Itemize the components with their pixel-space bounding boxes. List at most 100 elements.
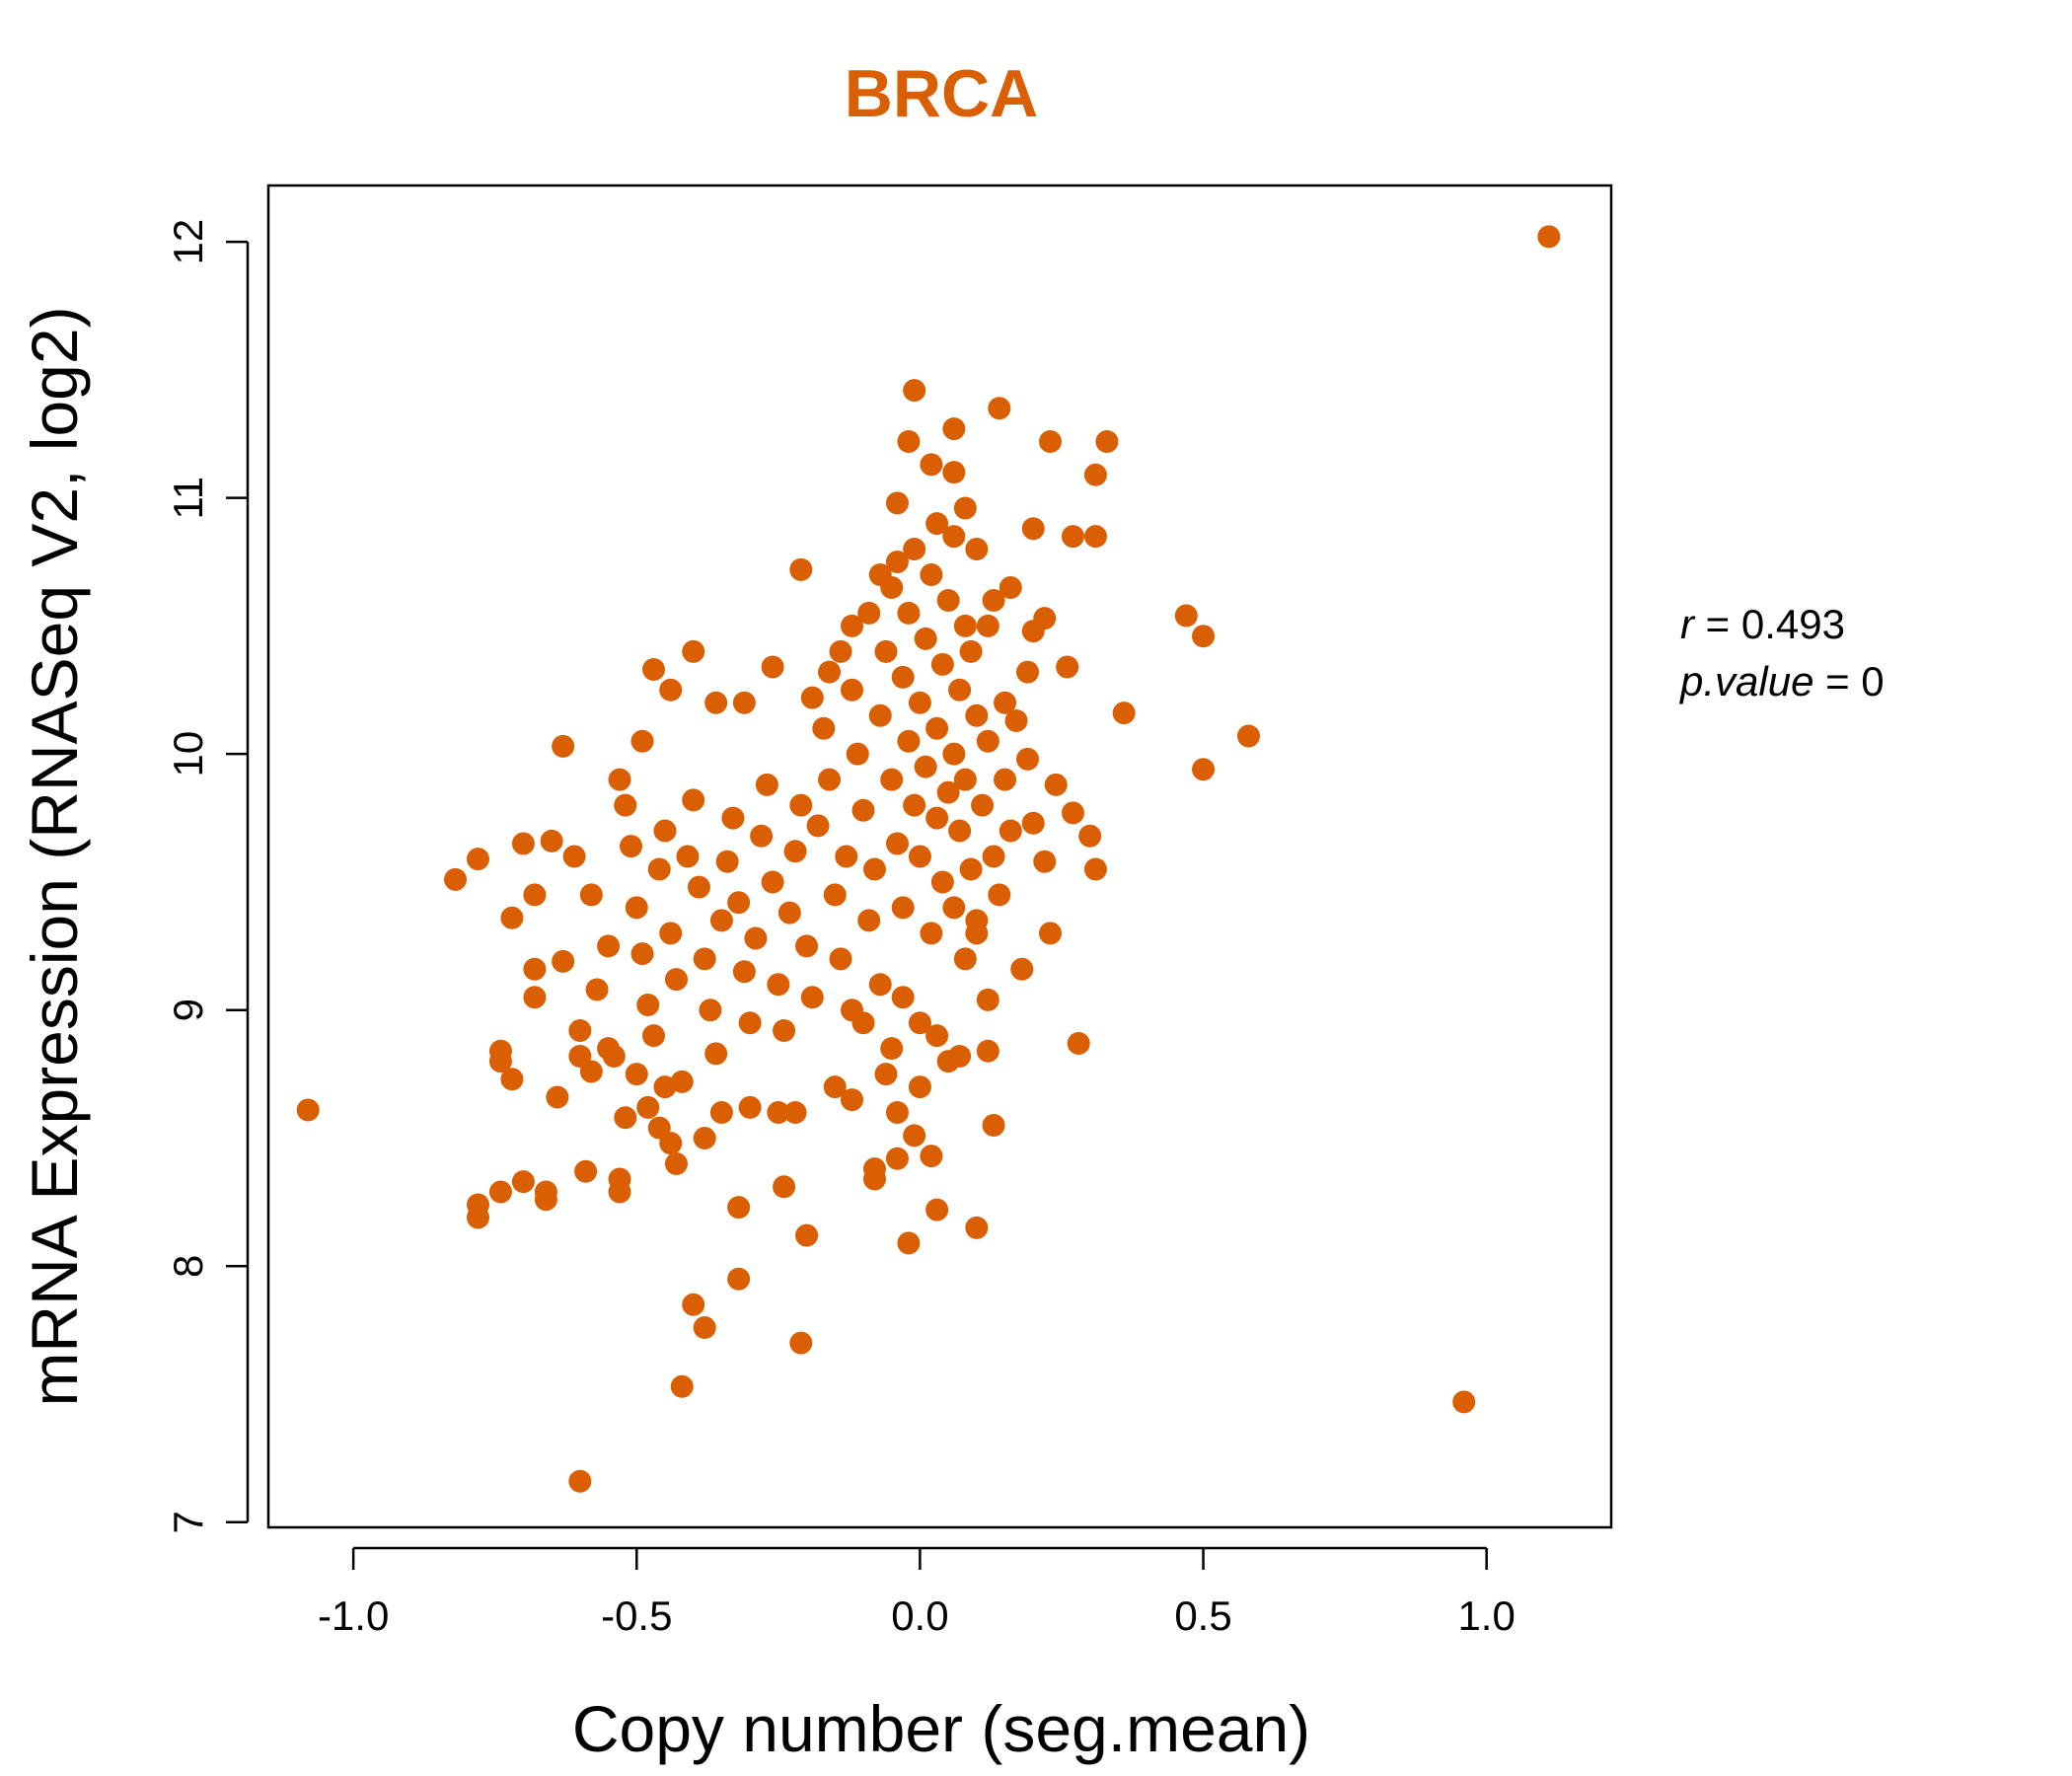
data-point xyxy=(1061,525,1084,549)
data-point xyxy=(767,1101,790,1125)
data-point xyxy=(959,639,983,663)
data-point xyxy=(908,845,931,868)
data-point xyxy=(851,1011,875,1035)
y-axis: 7 8 9 10 11 12 xyxy=(165,219,250,1533)
data-point xyxy=(647,857,671,881)
data-point xyxy=(500,1068,524,1091)
x-tick-label: -0.5 xyxy=(601,1592,672,1639)
data-point xyxy=(818,768,842,791)
data-point xyxy=(574,1159,598,1183)
data-point xyxy=(1038,922,1062,945)
data-point xyxy=(897,729,921,753)
data-point xyxy=(709,1101,733,1125)
data-point xyxy=(976,729,999,753)
data-point xyxy=(840,1088,863,1112)
data-point xyxy=(783,1101,807,1125)
data-point xyxy=(773,1018,796,1042)
data-point xyxy=(930,870,954,894)
data-point xyxy=(552,734,575,758)
data-point xyxy=(976,1039,999,1063)
data-point xyxy=(942,525,966,549)
data-point xyxy=(829,947,852,971)
data-point xyxy=(812,716,836,740)
data-point xyxy=(914,755,937,778)
data-point xyxy=(999,575,1022,599)
data-point xyxy=(953,496,977,520)
data-point xyxy=(773,1175,796,1199)
data-point xyxy=(682,639,705,663)
data-point xyxy=(874,639,898,663)
y-tick-label: 9 xyxy=(165,999,211,1021)
data-point xyxy=(988,883,1011,907)
svg-text:p.value = 0: p.value = 0 xyxy=(1678,658,1885,704)
data-point xyxy=(994,691,1017,714)
data-point xyxy=(840,614,863,637)
data-point xyxy=(727,891,751,915)
data-point xyxy=(1174,604,1198,628)
data-point xyxy=(709,909,733,932)
data-point xyxy=(891,665,915,689)
data-point xyxy=(693,947,716,971)
data-point xyxy=(488,1050,512,1073)
data-point xyxy=(1192,758,1216,781)
data-point xyxy=(885,1147,909,1170)
data-point xyxy=(777,901,801,925)
data-point xyxy=(636,1095,660,1119)
data-point xyxy=(897,430,921,454)
data-point xyxy=(738,1095,762,1119)
r-label: r xyxy=(1680,601,1696,647)
data-point xyxy=(1021,811,1045,835)
data-point xyxy=(682,788,705,812)
data-point xyxy=(523,986,547,1009)
x-tick-label: -1.0 xyxy=(318,1592,389,1639)
data-point xyxy=(994,768,1017,791)
data-point xyxy=(988,397,1011,420)
correlation-annotation: r = 0.493 p.value = 0 xyxy=(1678,601,1885,704)
data-point xyxy=(982,1114,1005,1138)
data-point xyxy=(641,658,665,682)
data-point xyxy=(835,845,858,868)
data-point xyxy=(862,857,886,881)
data-point xyxy=(885,551,909,574)
data-point xyxy=(1192,625,1216,648)
data-point xyxy=(1033,850,1057,873)
data-point xyxy=(914,627,937,650)
data-point xyxy=(1016,660,1040,684)
data-point xyxy=(829,639,852,663)
data-point xyxy=(540,829,563,852)
data-point xyxy=(1095,430,1119,454)
data-point xyxy=(818,660,842,684)
data-point xyxy=(466,1206,489,1229)
data-point xyxy=(767,973,790,997)
data-point xyxy=(546,1085,569,1109)
data-point xyxy=(1067,1031,1090,1055)
data-point xyxy=(800,986,824,1009)
data-point xyxy=(676,845,700,868)
data-point xyxy=(579,883,603,907)
p-label: p.value xyxy=(1678,658,1813,704)
data-point xyxy=(659,922,683,945)
data-point xyxy=(636,994,660,1017)
data-point xyxy=(903,1124,926,1147)
data-point xyxy=(959,857,983,881)
data-point xyxy=(885,832,909,855)
data-point xyxy=(953,947,977,971)
svg-text:r = 0.493: r = 0.493 xyxy=(1680,601,1845,647)
data-point xyxy=(925,806,949,830)
data-point xyxy=(761,655,784,679)
data-point xyxy=(641,1024,665,1048)
data-point xyxy=(1061,801,1084,825)
data-point xyxy=(885,491,909,515)
data-point xyxy=(653,1075,677,1099)
data-point xyxy=(965,538,989,561)
data-point xyxy=(1083,463,1107,486)
data-point xyxy=(523,957,547,981)
data-point xyxy=(868,973,892,997)
data-point xyxy=(625,896,648,920)
data-point xyxy=(761,870,784,894)
data-point xyxy=(840,678,863,702)
x-axis-label: Copy number (seg.mean) xyxy=(572,1692,1310,1765)
data-point xyxy=(534,1188,557,1212)
